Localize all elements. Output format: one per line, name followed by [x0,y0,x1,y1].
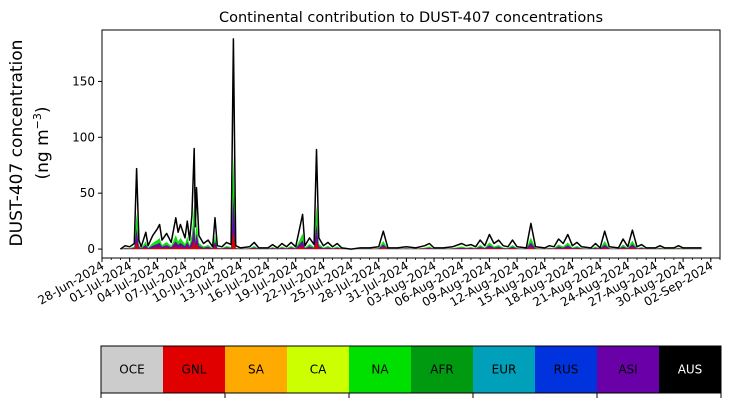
legend-label-afr: AFR [430,363,453,377]
legend-label-ca: CA [310,363,327,377]
y-axis: 0 50 100 150 [72,74,102,256]
legend-label-sa: SA [248,363,265,377]
legend-label-aus: AUS [678,363,703,377]
legend-swatch-asi [597,346,659,393]
legend-swatch-oce [101,346,163,393]
legend-label-eur: EUR [492,363,517,377]
plot-area [101,29,721,259]
legend-label-gnl: GNL [182,363,207,377]
legend-swatch-gnl [163,346,225,393]
total-series-line [119,38,702,250]
y-axis-unit-exponent: −3 [31,113,44,129]
legend-swatch-ca [287,346,349,393]
legend: OCE GNL SA CA NA AFR EUR RUS ASI AUS [100,345,722,398]
y-tick-label: 100 [72,130,95,144]
legend-swatch-rus [535,346,597,393]
y-tick-label: 150 [72,74,95,88]
legend-swatch-aus [659,346,721,393]
legend-label-oce: OCE [119,363,144,377]
x-axis: 28-Jun-202401-Jul-202404-Jul-202407-Jul-… [36,258,721,309]
y-tick-label: 50 [80,186,95,200]
legend-swatch-na [349,346,411,393]
y-axis-unit-suffix: ) [33,106,53,113]
chart-title: Continental contribution to DUST-407 con… [219,10,603,26]
legend-frame [100,345,722,394]
plot-background [102,30,720,258]
legend-swatch-eur [473,346,535,393]
y-axis-label-line2: (ng m−3) [31,106,53,179]
y-axis-label-line1: DUST-407 concentration [7,40,27,247]
plot-frame [101,29,721,259]
y-axis-unit-prefix: (ng m [33,129,53,179]
y-tick-label: 0 [87,242,95,256]
legend-label-asi: ASI [618,363,637,377]
legend-label-rus: RUS [554,363,579,377]
legend-swatch-afr [411,346,473,393]
legend-swatch-sa [225,346,287,393]
legend-label-na: NA [371,363,389,377]
